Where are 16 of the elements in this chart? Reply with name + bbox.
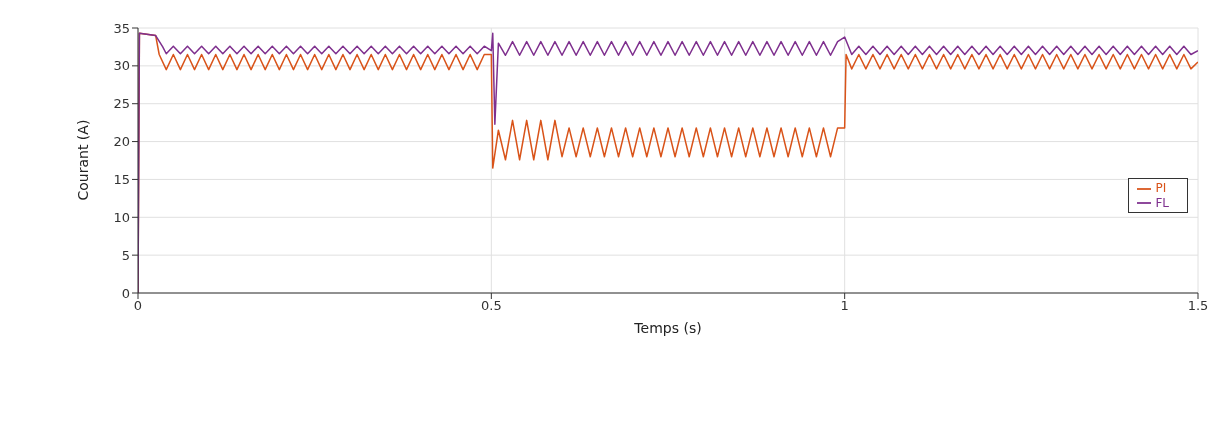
legend-label: FL <box>1155 195 1169 210</box>
y-tick-label: 15 <box>113 172 130 188</box>
y-tick-label: 5 <box>121 247 130 263</box>
y-tick-label: 25 <box>113 96 130 112</box>
y-tick-label: 0 <box>121 285 130 301</box>
x-tick-label: 0.5 <box>480 298 502 314</box>
x-tick-label: 0 <box>133 298 143 314</box>
y-tick-label: 10 <box>113 209 130 225</box>
x-axis-title: Temps (s) <box>633 320 702 336</box>
y-tick-label: 20 <box>113 134 130 150</box>
x-tick-label: 1 <box>840 298 849 314</box>
y-axis-title: Courant (A) <box>74 119 91 201</box>
x-tick-label: 1.5 <box>1187 298 1209 314</box>
legend-label: PI <box>1155 181 1167 195</box>
y-tick-label: 35 <box>113 20 130 36</box>
y-tick-label: 30 <box>113 58 130 74</box>
